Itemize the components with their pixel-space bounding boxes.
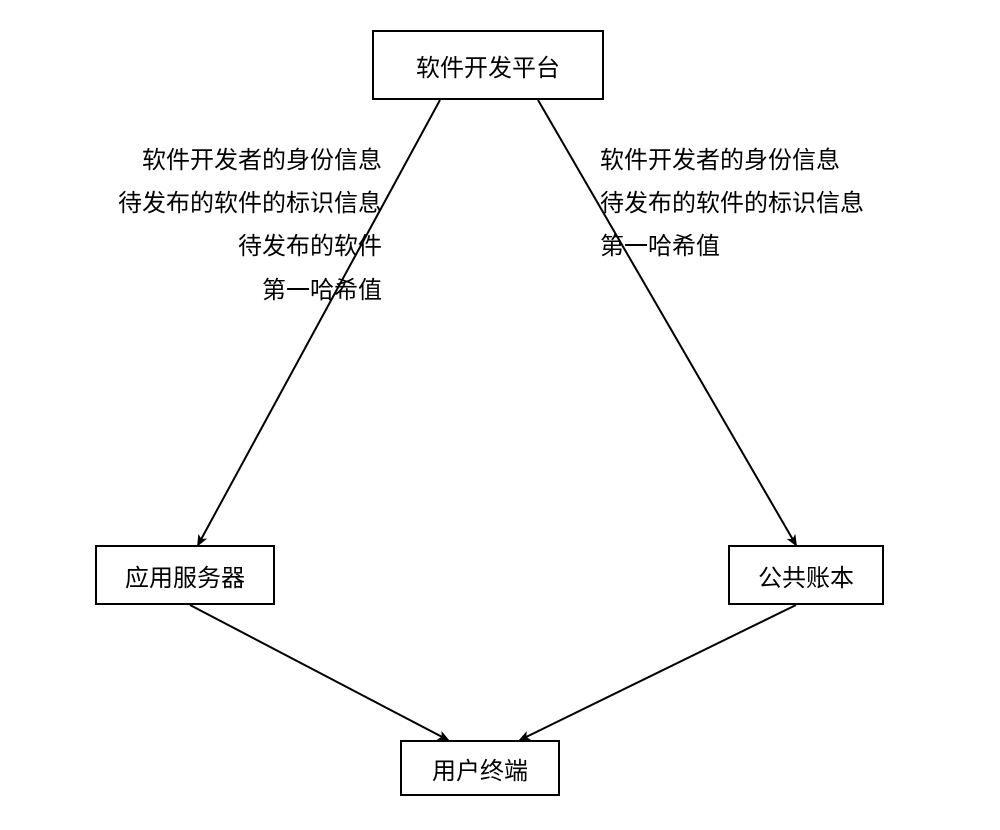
- edges-layer: [0, 0, 1000, 830]
- edge-appserver-terminal: [190, 605, 448, 740]
- edge-label-platform-appserver: 软件开发者的身份信息待发布的软件的标识信息待发布的软件第一哈希值: [82, 140, 382, 313]
- edge-ledger-terminal: [520, 605, 796, 740]
- node-app-server: 应用服务器: [95, 545, 275, 605]
- node-app-server-label: 应用服务器: [125, 558, 245, 593]
- node-platform: 软件开发平台: [372, 30, 604, 100]
- node-user-terminal: 用户终端: [400, 740, 560, 796]
- node-platform-label: 软件开发平台: [416, 48, 560, 83]
- node-public-ledger: 公共账本: [728, 545, 884, 605]
- node-user-terminal-label: 用户终端: [432, 751, 528, 786]
- edge-label-platform-ledger: 软件开发者的身份信息待发布的软件的标识信息第一哈希值: [600, 140, 910, 270]
- node-public-ledger-label: 公共账本: [758, 558, 854, 593]
